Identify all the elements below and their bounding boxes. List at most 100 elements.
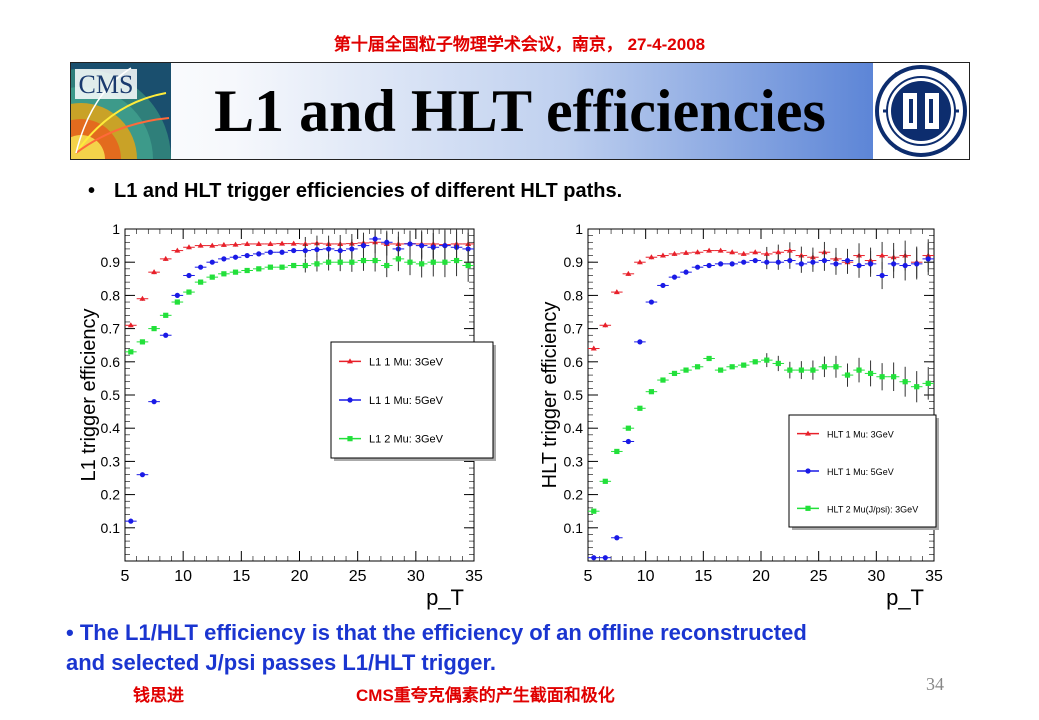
data-point-blue [830,252,842,275]
x-tick-label: 35 [925,568,943,585]
data-point-blue [194,264,207,270]
cms-logo-text: CMS [79,70,134,99]
data-point-green [346,252,358,272]
marker-square [914,384,920,390]
data-point-blue [287,247,300,254]
x-tick-label: 5 [121,568,130,585]
marker-square [764,357,770,363]
marker-square [625,425,631,431]
data-point-blue [252,251,265,257]
marker-square [279,264,285,270]
marker-square [741,362,747,368]
data-point-blue [380,230,393,254]
data-point-green [645,389,658,395]
data-point-blue [311,241,323,258]
data-point-green [206,274,219,280]
data-point-green [784,361,796,379]
data-point-green [299,258,312,273]
data-point-blue [818,250,831,271]
marker-circle [925,256,931,262]
data-point-green [772,355,785,372]
marker-triangle [197,242,204,248]
y-tick-label: 0.2 [101,487,121,503]
data-point-red [714,247,727,253]
marker-circle [625,438,631,445]
marker-circle [174,292,180,298]
marker-triangle [232,241,239,247]
marker-triangle [590,345,597,351]
marker-triangle [279,240,286,246]
data-point-blue [910,248,923,280]
marker-circle [902,262,908,269]
marker-square [902,379,908,385]
data-point-red [680,249,692,255]
marker-square [302,262,308,269]
marker-square [925,380,931,386]
marker-circle [729,261,735,267]
marker-circle [267,249,274,255]
data-point-green [634,405,646,411]
data-point-red [264,240,277,246]
marker-square [798,367,804,373]
y-tick-label: 0.6 [101,354,121,370]
data-point-blue [691,264,704,270]
marker-circle [764,259,770,265]
marker-triangle [255,240,262,246]
marker-circle [683,269,689,275]
marker-circle [151,399,157,405]
marker-square [683,367,689,373]
data-point-green [818,356,831,378]
data-point-blue [726,261,738,267]
data-point-green [588,508,600,514]
marker-square [244,267,250,274]
marker-circle [867,261,874,267]
legend-entry: HLT 2 Mu(J/psi): 3GeV [827,504,918,514]
data-point-blue [299,243,312,258]
bullet-efficiency-definition: • The L1/HLT efficiency is that the effi… [66,618,986,678]
marker-square [395,256,401,262]
marker-circle [430,244,436,250]
data-point-green [737,362,750,368]
data-point-blue [125,518,137,524]
marker-circle [741,259,747,265]
marker-square [256,266,262,272]
data-point-green [380,253,393,278]
data-point-green [311,256,323,272]
data-point-red [252,240,265,246]
y-tick-label: 0.8 [564,287,584,303]
legend-entry: L1 1 Mu: 5GeV [369,395,444,407]
conference-header: 第十届全国粒子物理学术会议，南京， 27-4-2008 [333,35,706,54]
marker-triangle [162,255,169,261]
data-point-green [830,355,842,378]
y-tick-label: 0.4 [101,420,121,436]
legend-marker [347,436,353,442]
marker-circle [787,257,793,264]
data-point-blue [714,261,727,267]
marker-triangle [763,250,770,256]
y-tick-label: 0.7 [101,321,121,337]
marker-circle [821,257,828,264]
data-point-blue [369,229,381,250]
data-point-red [125,322,137,328]
hlt-efficiency-plot: 0.10.20.30.40.50.60.70.80.915 10 15 20 25 30 3… [534,209,958,612]
marker-square [637,405,643,411]
marker-triangle [636,259,643,265]
marker-triangle [786,247,793,253]
legend-marker [347,358,353,364]
y-tick-label: 0.4 [564,420,584,436]
marker-triangle [244,240,251,246]
marker-circle [349,246,355,252]
y-axis-label: L1 trigger efficiency [78,308,100,481]
marker-square [614,448,620,455]
data-point-green [171,299,184,305]
x-tick-label: 20 [291,568,309,585]
footer-talk-title: CMS重夸克偶素的产生截面和极化 [356,686,615,705]
marker-square [787,367,793,373]
x-axis-label: p_T [886,585,924,610]
data-point-blue [876,261,888,290]
data-point-green [761,353,773,368]
y-tick-label: 0.8 [101,287,121,303]
data-point-blue [841,248,854,273]
marker-square [232,269,239,275]
y-tick-label: 0.9 [101,254,121,270]
